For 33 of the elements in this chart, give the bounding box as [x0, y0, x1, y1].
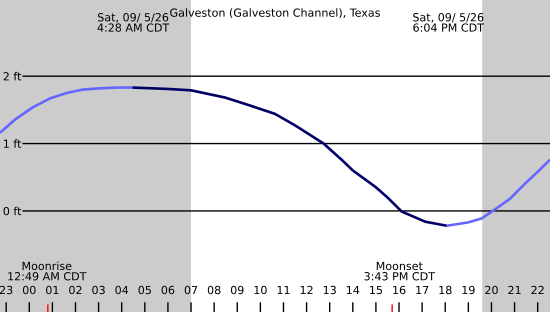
x-tick-label: 19: [462, 286, 475, 294]
x-tick-label: 05: [138, 286, 151, 294]
y-tick-label: 0 ft: [4, 206, 22, 216]
x-tick-label: 04: [115, 286, 128, 294]
x-tick-label: 08: [208, 286, 220, 294]
x-tick-label: 22: [531, 286, 544, 294]
annotation: Moonrise 12:49 AM CDT: [8, 262, 86, 280]
x-tick-label: 21: [508, 286, 521, 294]
annotation: Sat, 09/ 5/26 6:04 PM CDT: [413, 13, 484, 32]
x-tick-label: 06: [162, 286, 174, 294]
y-tick-label: 1 ft: [4, 139, 22, 148]
x-tick-label: 16: [393, 286, 406, 294]
x-tick-label: 12: [300, 286, 313, 294]
x-tick-label: 13: [324, 286, 336, 294]
x-tick-label: 03: [92, 286, 105, 294]
x-tick-label: 01: [46, 286, 58, 294]
x-tick-label: 20: [485, 286, 498, 294]
x-tick-label: 02: [69, 286, 82, 294]
x-tick-label: 11: [278, 286, 290, 294]
line-series: [0, 86, 134, 134]
text: Galveston (Galveston Channel), Texas: [170, 8, 380, 18]
x-tick-label: 17: [416, 286, 428, 294]
annotation: Sat, 09/ 5/26 4:28 AM CDT: [97, 13, 170, 32]
x-tick-label: 15: [370, 286, 382, 294]
y-tick-label: 2 ft: [4, 72, 22, 80]
x-tick-label: 23: [0, 286, 12, 294]
x-tick-label: 09: [230, 286, 244, 294]
annotation: Moonset 3:43 PM CDT: [364, 262, 436, 280]
x-tick-label: 00: [22, 286, 36, 294]
x-tick-label: 18: [439, 286, 452, 294]
x-tick-label: 10: [254, 286, 267, 294]
x-tick-label: 14: [346, 286, 360, 294]
x-tick-label: 07: [184, 286, 198, 294]
